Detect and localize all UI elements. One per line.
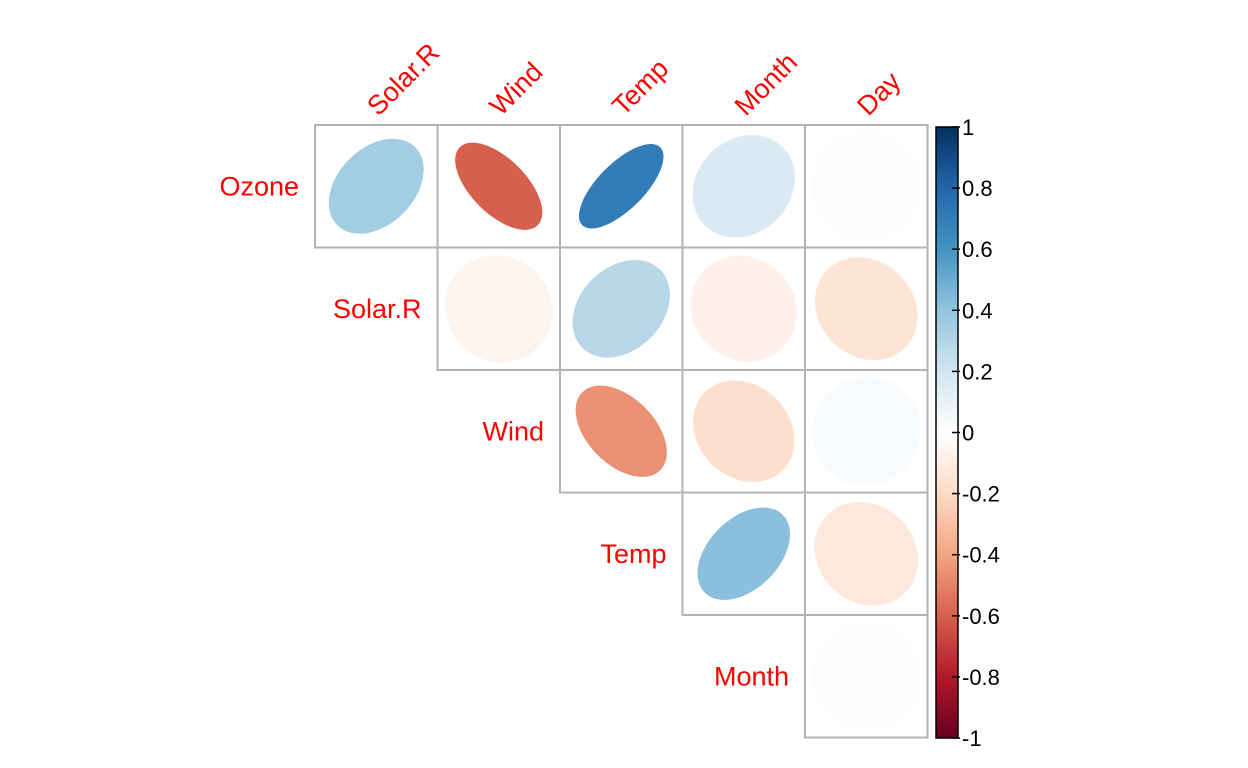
colorbar-tick-label: 0.2 (962, 359, 993, 384)
matrix-cell (314, 124, 439, 249)
row-label: Ozone (219, 171, 299, 201)
correlation-ellipse (814, 501, 919, 606)
correlation-ellipse (578, 143, 664, 229)
correlation-ellipse (445, 255, 553, 363)
correlation-ellipse (328, 138, 424, 234)
correlation-ellipse (814, 257, 918, 361)
matrix-cell (681, 246, 806, 371)
matrix-cell (681, 124, 806, 249)
column-label: Solar.R (361, 37, 445, 121)
colorbar-tick-label: -1 (962, 726, 982, 751)
colorbar-tick-label: 0.8 (962, 176, 993, 201)
colorbar-tick-label: 1 (962, 115, 974, 140)
colorbar-tick-label: 0 (962, 421, 974, 446)
matrix-cell (559, 369, 684, 494)
colorbar-tick-label: -0.2 (962, 482, 1000, 507)
correlation-ellipse (692, 135, 795, 238)
colorbar-tick-label: 0.6 (962, 237, 993, 262)
matrix-cell (804, 369, 929, 494)
column-label: Month (729, 47, 803, 121)
column-label: Wind (484, 57, 549, 122)
correlation-ellipse (697, 507, 791, 601)
matrix-cell (681, 369, 806, 494)
colorbar-tick-label: -0.8 (962, 665, 1000, 690)
column-label: Day (851, 66, 907, 122)
colorbar-tick-label: 0.4 (962, 298, 993, 323)
matrix-cells (314, 124, 929, 739)
matrix-cell (436, 246, 561, 371)
correlation-ellipse (455, 142, 543, 230)
colorbar-tick-label: -0.6 (962, 604, 1000, 629)
colorbar: 1 0.8 0.6 0.4 0.2 0 -0.2 -0.4 -0.6 -0.8 -1 (935, 115, 1000, 751)
correlation-ellipse (811, 621, 922, 732)
matrix-cell (804, 246, 929, 371)
matrix-cell (804, 614, 929, 739)
correlation-ellipse (572, 260, 670, 358)
correlation-ellipse (811, 376, 921, 486)
matrix-cell (804, 491, 929, 616)
correlation-ellipse (690, 255, 797, 362)
row-label: Wind (482, 416, 544, 446)
matrix-cell (681, 491, 806, 616)
matrix-cell (559, 246, 684, 371)
matrix-cell (559, 124, 684, 249)
matrix-cell (804, 124, 929, 249)
row-label: Month (714, 661, 789, 691)
column-label: Temp (606, 53, 674, 121)
matrix-cell (436, 124, 561, 249)
row-label: Temp (600, 539, 666, 569)
row-label: Solar.R (333, 294, 422, 324)
colorbar-tick-label: -0.4 (962, 543, 1000, 568)
column-labels: Solar.R Wind Temp Month Day (361, 37, 907, 121)
correlation-ellipse (693, 380, 795, 482)
cell-border (804, 614, 929, 739)
correlation-ellipse (575, 385, 667, 477)
row-labels: Ozone Solar.R Wind Temp Month (219, 171, 789, 691)
correlation-ellipse (811, 131, 922, 242)
